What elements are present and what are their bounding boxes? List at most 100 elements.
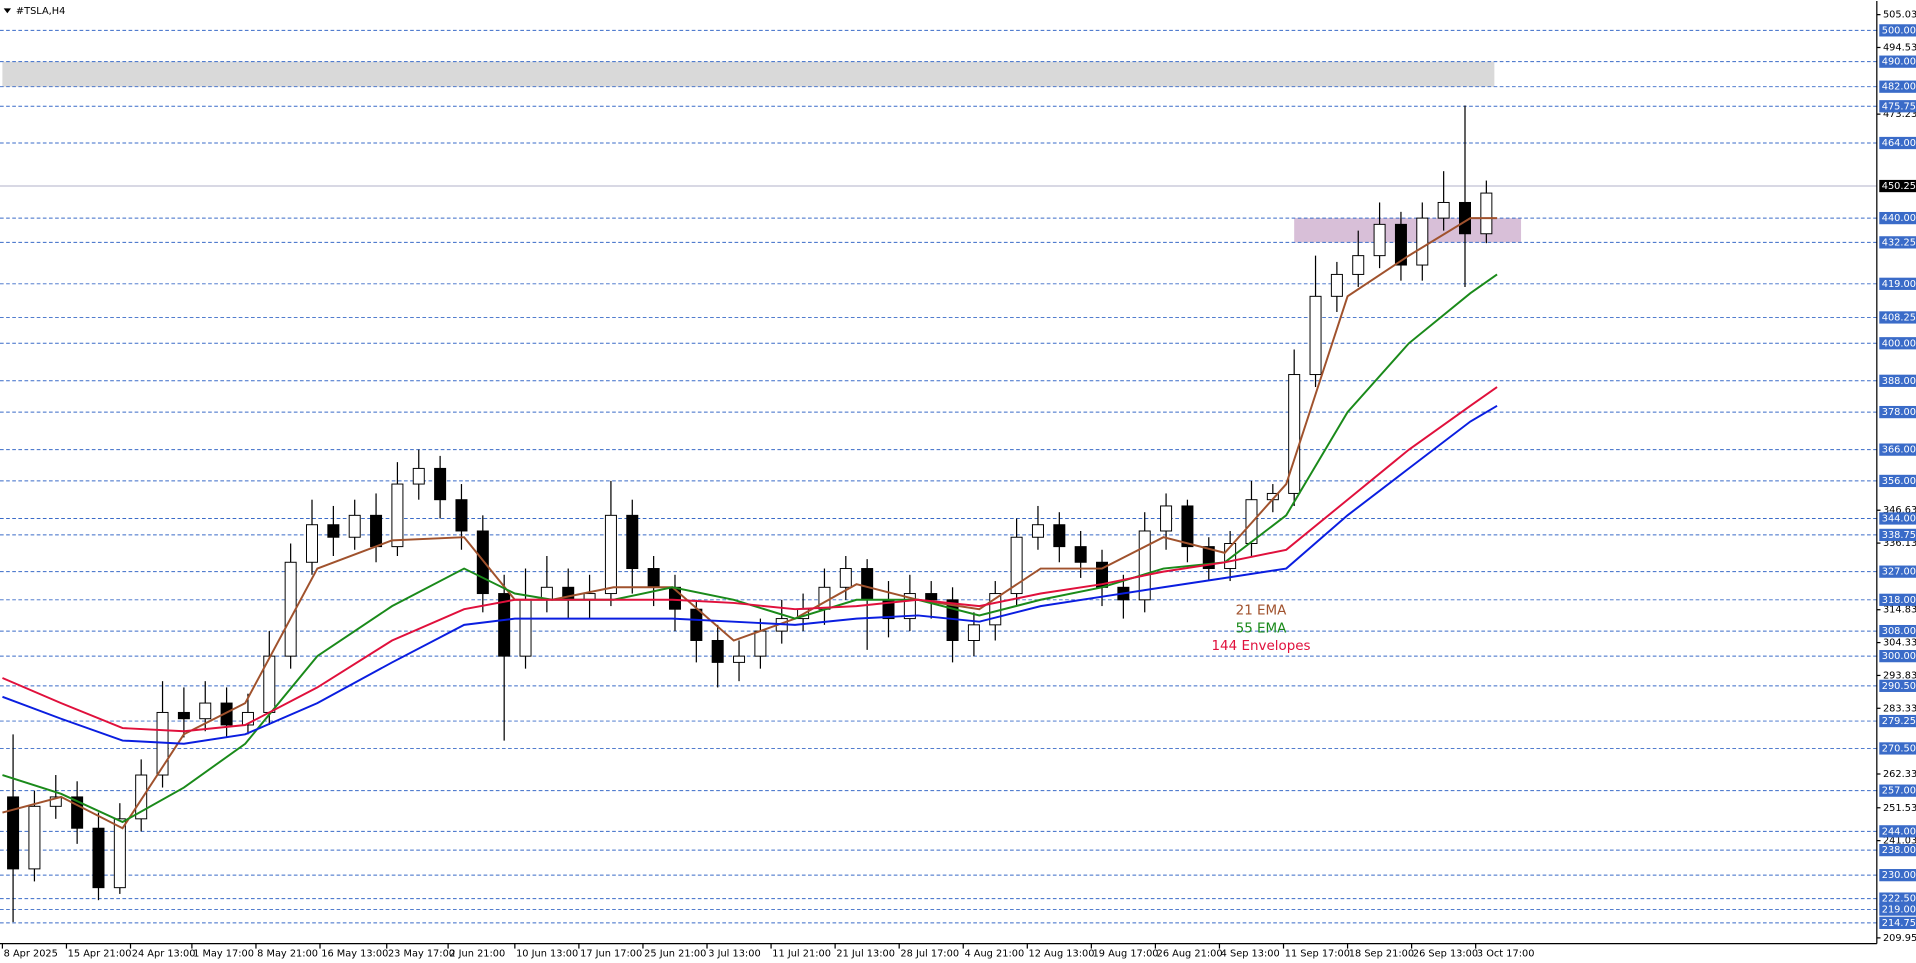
- axes: 505.03 494.53 473.23 346.63 336.13 314.83 304.…: [1, 10, 1916, 959]
- x-tick-label: 19 Aug 17:00: [1093, 948, 1159, 959]
- x-tick-label: 23 May 17:00: [388, 948, 455, 959]
- level-label-box: [1879, 742, 1916, 755]
- candle-body: [967, 624, 980, 641]
- level-label: 270.50: [1882, 743, 1916, 754]
- level-label: 308.00: [1882, 626, 1916, 637]
- y-tick-label: 251.53: [1883, 803, 1916, 814]
- y-tick-label: 336.13: [1883, 538, 1916, 549]
- x-tick-label: 8 May 21:00: [257, 948, 318, 959]
- chart-title: #TSLA,H4: [16, 6, 65, 17]
- candle-body: [1202, 546, 1215, 570]
- candle-body: [604, 514, 617, 595]
- x-tick-label: 4 Aug 21:00: [964, 948, 1024, 959]
- level-label-box: [1879, 100, 1916, 113]
- level-label-box: [1879, 80, 1916, 93]
- x-tick-label: 25 Jun 21:00: [644, 948, 706, 959]
- level-label-box: [1879, 784, 1916, 797]
- candle-body: [861, 568, 874, 601]
- level-label-box: [1879, 869, 1916, 882]
- indicator-label: 21 EMA: [1236, 604, 1288, 619]
- level-label: 464.00: [1882, 138, 1916, 149]
- level-label-box: [1879, 55, 1916, 68]
- x-tick-label: 18 Sep 21:00: [1349, 948, 1414, 959]
- level-label: 366.00: [1882, 445, 1916, 456]
- level-label: 230.00: [1882, 870, 1916, 881]
- candle-body: [1160, 505, 1173, 532]
- x-tick-label: 11 Jul 21:00: [772, 948, 831, 959]
- level-label: 432.25: [1882, 237, 1916, 248]
- x-tick-label: 1 May 17:00: [193, 948, 254, 959]
- y-tick-label: 262.33: [1883, 769, 1916, 780]
- candle-body: [1373, 223, 1386, 257]
- level-label-box: [1879, 211, 1916, 225]
- candle-body: [1288, 374, 1301, 494]
- y-tick-label: 283.33: [1883, 703, 1916, 714]
- candle-body: [476, 530, 489, 595]
- candle-body: [455, 499, 468, 532]
- candle-body: [519, 599, 532, 657]
- level-label-box: [1879, 679, 1916, 692]
- candle-body: [412, 467, 425, 485]
- level-label-box: [1879, 565, 1916, 578]
- candle-body: [1330, 273, 1343, 297]
- level-label: 378.00: [1882, 407, 1916, 418]
- level-label-box: [1879, 714, 1916, 728]
- candle-body: [1181, 505, 1194, 548]
- y-tick-label: 304.33: [1883, 638, 1916, 649]
- candle-body: [647, 568, 660, 588]
- level-label-box: [1879, 405, 1916, 419]
- candle-body: [177, 711, 190, 720]
- candle-body: [1053, 524, 1066, 548]
- candle-body: [199, 702, 212, 720]
- level-label: 214.75: [1882, 918, 1916, 929]
- level-label-box: [1879, 337, 1916, 350]
- level-label: 482.00: [1882, 82, 1916, 93]
- candle-body: [7, 796, 20, 870]
- level-label: 400.00: [1882, 338, 1916, 349]
- x-tick-label: 3 Oct 17:00: [1477, 948, 1535, 959]
- level-label: 500.00: [1882, 25, 1916, 36]
- candle-body: [348, 514, 361, 538]
- level-label: 290.50: [1882, 681, 1916, 692]
- candle-body: [1074, 546, 1087, 563]
- level-label: 238.00: [1882, 845, 1916, 856]
- x-tick-label: 24 Apr 13:00: [132, 948, 196, 959]
- candle-body: [370, 514, 383, 548]
- x-tick-label: 4 Sep 13:00: [1221, 948, 1280, 959]
- grid: [0, 29, 1877, 924]
- candle-body: [306, 524, 319, 563]
- plot: 21 EMA 55 EMA 144 Envelopes: [2, 105, 1498, 923]
- current-price-box: [1879, 179, 1916, 193]
- level-label: 338.75: [1882, 530, 1916, 541]
- x-tick-label: 2 Jun 21:00: [449, 948, 505, 959]
- candle-body: [925, 593, 938, 601]
- level-label: 356.00: [1882, 476, 1916, 487]
- candle-body: [327, 524, 340, 538]
- candle-body: [71, 796, 84, 829]
- level-label-box: [1879, 277, 1916, 290]
- x-tick-label: 21 Jul 13:00: [836, 948, 895, 959]
- candle-body: [1010, 536, 1023, 595]
- candle-body: [1437, 201, 1450, 219]
- x-tick-label: 26 Sep 13:00: [1413, 948, 1478, 959]
- x-tick-label: 11 Sep 17:00: [1285, 948, 1350, 959]
- y-tick-label: 346.63: [1883, 505, 1916, 516]
- x-tick-label: 26 Aug 21:00: [1157, 948, 1223, 959]
- candle-body: [220, 702, 233, 726]
- x-tick-label: 12 Aug 13:00: [1029, 948, 1095, 959]
- x-tick-label: 16 May 13:00: [321, 948, 388, 959]
- indicator-line: [2, 217, 1498, 830]
- candle-body: [903, 593, 916, 620]
- level-label-box: [1879, 24, 1916, 37]
- zone: [2, 61, 1495, 87]
- candle-body: [754, 630, 767, 657]
- candle-body: [839, 568, 852, 588]
- level-label: 490.00: [1882, 57, 1916, 68]
- level-label: 327.00: [1882, 567, 1916, 578]
- symbol-arrow: [3, 8, 12, 14]
- level-label: 440.00: [1882, 213, 1916, 224]
- candle-body: [1031, 524, 1044, 538]
- candle-body: [1394, 223, 1407, 266]
